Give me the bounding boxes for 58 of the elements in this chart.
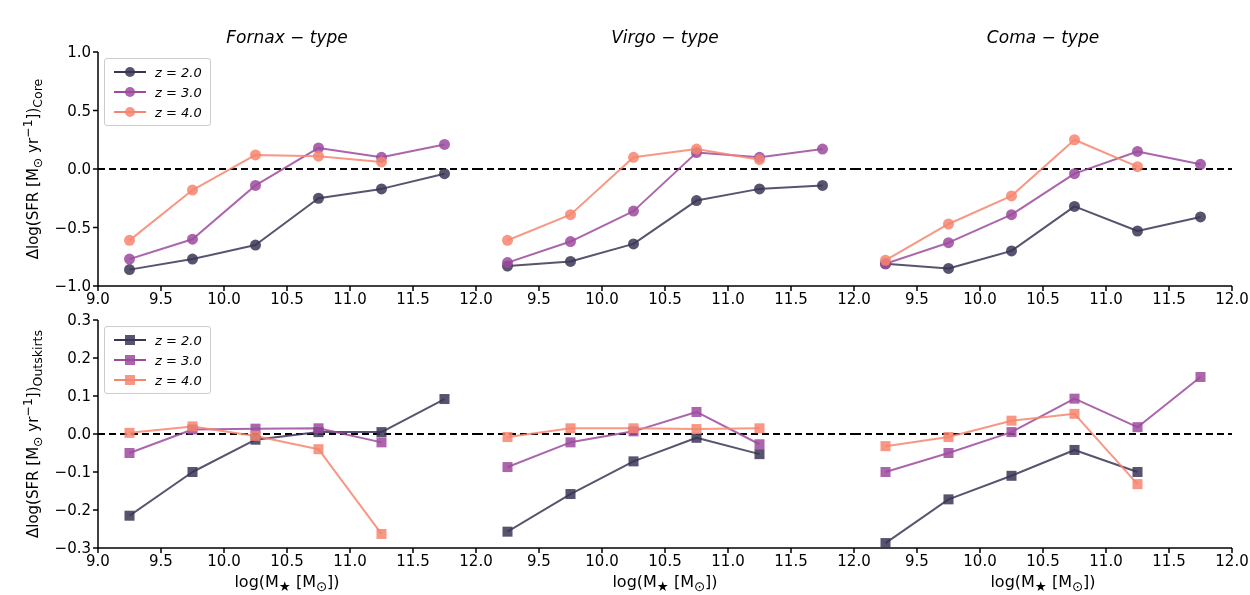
x-tick-label: 12.0 bbox=[1215, 551, 1249, 570]
x-tick-label: 12.0 bbox=[837, 551, 871, 570]
x-tick-label: 12.0 bbox=[1215, 289, 1249, 308]
x-tick-label: 11.0 bbox=[711, 289, 745, 308]
x-tick-label: 11.5 bbox=[774, 551, 808, 570]
x-tick-label: 11.5 bbox=[1152, 289, 1186, 308]
y-tick-label: −0.2 bbox=[54, 501, 91, 520]
x-tick-label: 9.5 bbox=[149, 551, 173, 570]
x-tick-label: 9.5 bbox=[527, 551, 551, 570]
chart-title: Virgo − type bbox=[610, 26, 720, 49]
legend-label: z = 4.0 bbox=[155, 104, 202, 120]
x-tick-label: 10.0 bbox=[963, 551, 997, 570]
x-tick-label: 11.0 bbox=[333, 551, 367, 570]
x-tick-label: 9.5 bbox=[149, 289, 173, 308]
x-tick-label: 10.0 bbox=[585, 551, 619, 570]
legend-label: z = 3.0 bbox=[155, 84, 202, 100]
legend-label: z = 2.0 bbox=[155, 332, 202, 348]
x-tick-label: 12.0 bbox=[837, 289, 871, 308]
x-tick-label: 10.5 bbox=[648, 289, 682, 308]
x-tick-label: 12.0 bbox=[459, 551, 493, 570]
x-tick-label: 10.0 bbox=[207, 289, 241, 308]
x-axis-title: log(M$_{★}$ [M$_{⊙}$]) bbox=[233, 572, 341, 595]
y-tick-label: 1.0 bbox=[67, 43, 91, 62]
legend-label: z = 3.0 bbox=[155, 352, 202, 368]
x-tick-label: 9.5 bbox=[905, 289, 929, 308]
x-tick-label: 9.5 bbox=[527, 289, 551, 308]
y-tick-label: 0.2 bbox=[67, 349, 91, 368]
x-tick-label: 11.0 bbox=[333, 289, 367, 308]
chart-title: Coma − type bbox=[985, 26, 1101, 49]
x-tick-label: 11.5 bbox=[396, 551, 430, 570]
x-tick-label: 11.0 bbox=[711, 551, 745, 570]
legend-label: z = 2.0 bbox=[155, 64, 202, 80]
y-tick-label: 0.0 bbox=[67, 425, 91, 444]
y-tick-label: 0.0 bbox=[67, 160, 91, 179]
x-tick-label: 10.5 bbox=[1026, 551, 1060, 570]
x-tick-label: 10.0 bbox=[585, 289, 619, 308]
x-tick-label: 11.5 bbox=[774, 289, 808, 308]
y-tick-label: 0.1 bbox=[67, 387, 91, 406]
x-tick-label: 12.0 bbox=[459, 289, 493, 308]
x-tick-label: 11.5 bbox=[1152, 551, 1186, 570]
x-tick-label: 10.5 bbox=[1026, 289, 1060, 308]
x-tick-label: 10.0 bbox=[207, 551, 241, 570]
x-axis-title: log(M$_{★}$ [M$_{⊙}$]) bbox=[611, 572, 719, 595]
x-tick-label: 11.0 bbox=[1089, 551, 1123, 570]
chart-title: Fornax − type bbox=[225, 26, 349, 49]
x-tick-label: 9.5 bbox=[905, 551, 929, 570]
x-tick-label: 11.0 bbox=[1089, 289, 1123, 308]
x-tick-label: 11.5 bbox=[396, 289, 430, 308]
legend-label: z = 4.0 bbox=[155, 372, 202, 388]
y-tick-label: −0.1 bbox=[54, 463, 91, 482]
x-axis-title: log(M$_{★}$ [M$_{⊙}$]) bbox=[989, 572, 1097, 595]
y-tick-label: 0.5 bbox=[67, 101, 91, 120]
x-tick-label: 10.0 bbox=[963, 289, 997, 308]
y-tick-label: −0.5 bbox=[54, 218, 91, 237]
x-tick-label: 10.5 bbox=[270, 289, 304, 308]
y-tick-label: 0.3 bbox=[67, 311, 91, 330]
x-tick-label: 10.5 bbox=[270, 551, 304, 570]
x-tick-label: 10.5 bbox=[648, 551, 682, 570]
